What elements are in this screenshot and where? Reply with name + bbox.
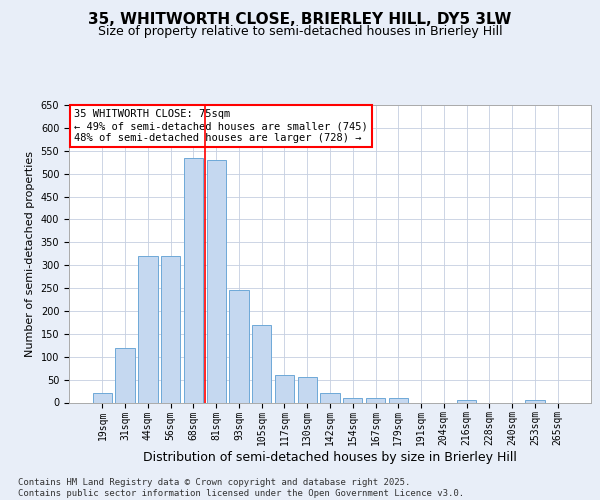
Bar (298, 378, 317, 402)
Bar (138, 256, 158, 402)
Text: 35, WHITWORTH CLOSE, BRIERLEY HILL, DY5 3LW: 35, WHITWORTH CLOSE, BRIERLEY HILL, DY5 … (88, 12, 512, 28)
Bar (115, 348, 135, 403)
Bar (93, 394, 112, 402)
Bar (525, 400, 545, 402)
Bar (343, 398, 362, 402)
Bar (275, 375, 294, 402)
Bar (184, 158, 203, 402)
Text: Contains HM Land Registry data © Crown copyright and database right 2025.
Contai: Contains HM Land Registry data © Crown c… (18, 478, 464, 498)
Y-axis label: Number of semi-detached properties: Number of semi-detached properties (25, 151, 35, 357)
Bar (389, 398, 408, 402)
X-axis label: Distribution of semi-detached houses by size in Brierley Hill: Distribution of semi-detached houses by … (143, 451, 517, 464)
Bar (320, 394, 340, 402)
Bar (206, 160, 226, 402)
Bar (161, 256, 181, 402)
Bar (229, 290, 248, 403)
Text: 35 WHITWORTH CLOSE: 75sqm
← 49% of semi-detached houses are smaller (745)
48% of: 35 WHITWORTH CLOSE: 75sqm ← 49% of semi-… (74, 110, 368, 142)
Bar (252, 324, 271, 402)
Bar (366, 398, 385, 402)
Text: Size of property relative to semi-detached houses in Brierley Hill: Size of property relative to semi-detach… (98, 25, 502, 38)
Bar (457, 400, 476, 402)
